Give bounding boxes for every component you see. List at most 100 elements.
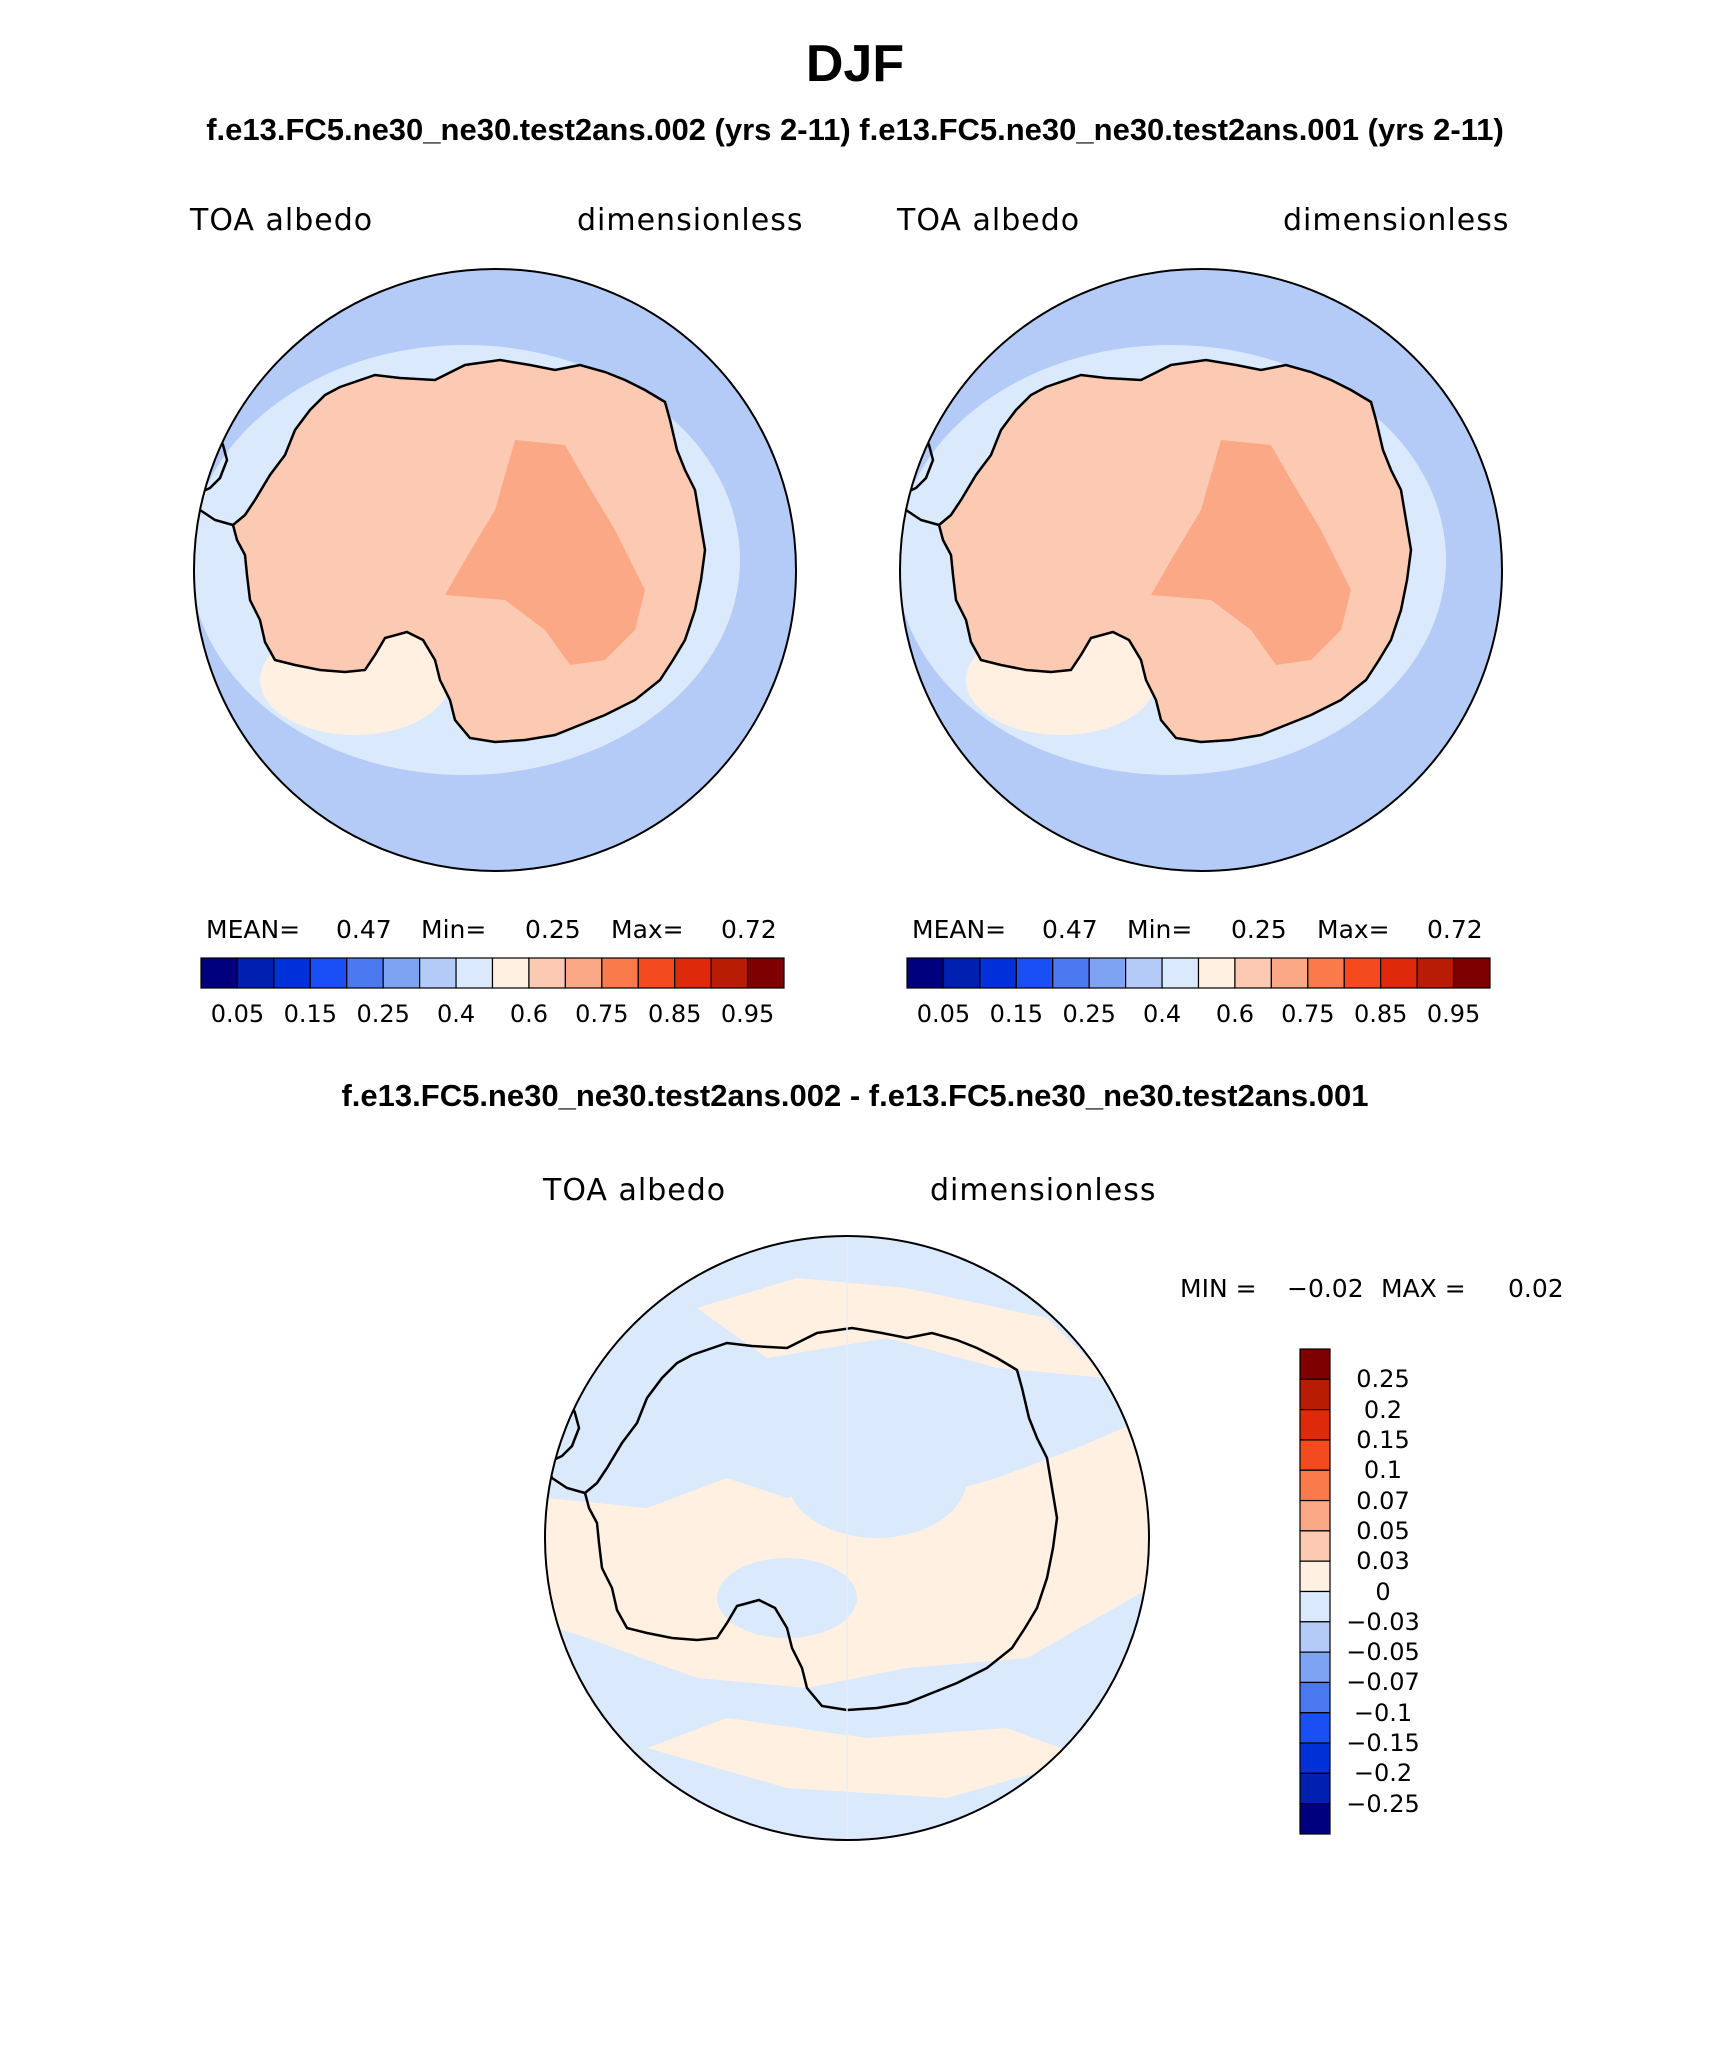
colorbar-swatch xyxy=(1299,1499,1331,1532)
colorbar-swatch xyxy=(1299,1348,1331,1380)
colorbar-swatch xyxy=(1343,957,1382,989)
colorbar-swatch xyxy=(1416,957,1455,989)
colorbar-tick-label: −0.03 xyxy=(1346,1607,1420,1636)
colorbar-tick-label: −0.25 xyxy=(1346,1789,1420,1818)
colorbar-tick-label: 0.95 xyxy=(720,1000,775,1028)
colorbar-swatch xyxy=(1299,1560,1331,1593)
colorbar-swatch xyxy=(1299,1469,1331,1502)
colorbar-swatch xyxy=(382,957,421,989)
panel2-variable-label: TOA albedo xyxy=(897,203,1081,238)
panel2-map-border xyxy=(899,268,1503,872)
colorbar-tick-label: 0.05 xyxy=(916,1000,971,1028)
colorbar-tick-label: 0.85 xyxy=(1353,1000,1408,1028)
colorbar-swatch xyxy=(906,957,945,989)
colorbar-panel1 xyxy=(200,957,785,989)
colorbar-tick-label: −0.15 xyxy=(1346,1729,1420,1758)
colorbar-tick-label: 0.15 xyxy=(283,1000,338,1028)
colorbar-swatch xyxy=(746,957,785,989)
colorbar-swatch xyxy=(1299,1530,1331,1562)
colorbar-tick-label: −0.1 xyxy=(1353,1698,1413,1727)
colorbar-tick-label: 0.15 xyxy=(1356,1425,1410,1454)
colorbar-swatch xyxy=(1299,1409,1331,1441)
colorbar-swatch xyxy=(1307,957,1345,989)
panel2-min-value: 0.25 xyxy=(1231,915,1287,944)
colorbar-tick-label: −0.05 xyxy=(1346,1638,1420,1667)
panel1-variable-label: TOA albedo xyxy=(190,203,374,238)
colorbar-swatch xyxy=(1299,1439,1331,1471)
diff-min-value: −0.02 xyxy=(1287,1274,1364,1303)
case-comparison-subtitle: f.e13.FC5.ne30_ne30.test2ans.002 (yrs 2-… xyxy=(206,112,1504,147)
colorbar-tick-label: 0.6 xyxy=(509,1000,549,1028)
panel1-mean-value: 0.47 xyxy=(336,915,392,944)
diff-map-border xyxy=(544,1235,1150,1841)
colorbar-swatch xyxy=(1161,957,1200,989)
panel1-min-value: 0.25 xyxy=(525,915,581,944)
colorbar-tick-label: 0.07 xyxy=(1356,1486,1410,1515)
colorbar-swatch xyxy=(601,957,639,989)
colorbar-tick-label: 0.2 xyxy=(1363,1395,1403,1424)
colorbar-swatch xyxy=(674,957,712,989)
panel2-map xyxy=(900,269,1502,871)
colorbar-swatch xyxy=(346,957,384,989)
colorbar-swatch xyxy=(1299,1681,1331,1714)
colorbar-swatch xyxy=(1052,957,1090,989)
difference-subtitle: f.e13.FC5.ne30_ne30.test2ans.002 - f.e13… xyxy=(341,1078,1369,1113)
diff-variable-label: TOA albedo xyxy=(543,1173,727,1208)
colorbar-tick-label: 0.75 xyxy=(575,1000,629,1028)
colorbar-swatch xyxy=(710,957,749,989)
colorbar-swatch xyxy=(1299,1378,1331,1411)
panel1-max-value: 0.72 xyxy=(721,915,777,944)
colorbar-tick-label: 0 xyxy=(1375,1577,1391,1606)
panel1-map xyxy=(194,269,796,871)
colorbar-swatch xyxy=(236,957,275,989)
colorbar-tick-label: 0.75 xyxy=(1281,1000,1335,1028)
colorbar-tick-label: −0.07 xyxy=(1346,1668,1420,1697)
colorbar-tick-label: 0.95 xyxy=(1426,1000,1481,1028)
colorbar-swatch xyxy=(491,957,530,989)
colorbar-swatch xyxy=(200,957,239,989)
colorbar-diff xyxy=(1299,1348,1331,1835)
colorbar-swatch xyxy=(455,957,494,989)
colorbar-swatch xyxy=(1299,1621,1331,1653)
panel2-mean-value: 0.47 xyxy=(1042,915,1098,944)
colorbar-panel2 xyxy=(906,957,1491,989)
colorbar-swatch xyxy=(273,957,311,989)
colorbar-swatch xyxy=(419,957,457,989)
panel2-min-label: Min= xyxy=(1127,915,1193,944)
colorbar-tick-label: 0.25 xyxy=(1356,1365,1410,1394)
colorbar-tick-label: 0.03 xyxy=(1356,1547,1410,1576)
colorbar-tick-label: −0.2 xyxy=(1353,1759,1413,1788)
colorbar-tick-label: 0.15 xyxy=(989,1000,1044,1028)
colorbar-swatch xyxy=(1452,957,1491,989)
panel2-max-label: Max= xyxy=(1317,915,1390,944)
colorbar-tick-label: 0.1 xyxy=(1363,1456,1403,1485)
colorbar-swatch xyxy=(1380,957,1418,989)
colorbar-swatch xyxy=(528,957,566,989)
colorbar-swatch xyxy=(1015,957,1054,989)
colorbar-tick-label: 0.25 xyxy=(356,1000,410,1028)
colorbar-swatch xyxy=(1299,1742,1331,1774)
colorbar-swatch xyxy=(1088,957,1127,989)
colorbar-swatch xyxy=(637,957,676,989)
panel2-max-value: 0.72 xyxy=(1427,915,1483,944)
panel1-map-border xyxy=(193,268,797,872)
colorbar-swatch xyxy=(564,957,603,989)
colorbar-swatch xyxy=(309,957,348,989)
diff-min-label: MIN = xyxy=(1180,1274,1257,1303)
panel1-mean-label: MEAN= xyxy=(206,915,301,944)
panel2-mean-label: MEAN= xyxy=(912,915,1007,944)
panel1-units-label: dimensionless xyxy=(577,203,804,238)
colorbar-tick-label: 0.05 xyxy=(1356,1516,1410,1545)
colorbar-swatch xyxy=(1299,1772,1331,1805)
colorbar-swatch xyxy=(1197,957,1236,989)
diff-max-label: MAX = xyxy=(1381,1274,1466,1303)
colorbar-swatch xyxy=(979,957,1017,989)
colorbar-swatch xyxy=(1125,957,1163,989)
panel1-min-label: Min= xyxy=(421,915,487,944)
page-title: DJF xyxy=(805,35,905,93)
colorbar-swatch xyxy=(1299,1803,1331,1835)
panel1-max-label: Max= xyxy=(611,915,684,944)
diff-max-value: 0.02 xyxy=(1508,1274,1564,1303)
colorbar-swatch xyxy=(1234,957,1272,989)
